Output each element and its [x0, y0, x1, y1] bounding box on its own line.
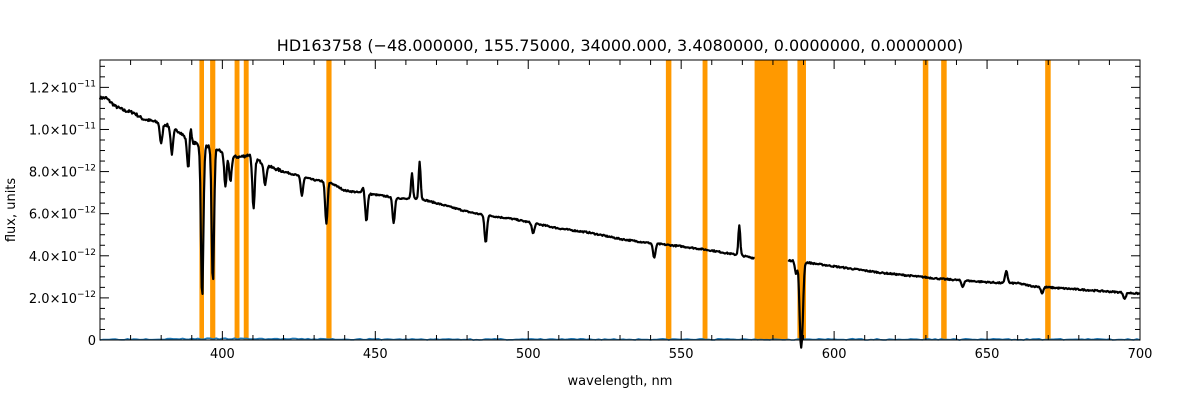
mask-band-5 [665, 60, 672, 340]
y-tick-label: 1.2×10−11 [29, 79, 96, 96]
y-tick-label: 0 [88, 334, 96, 349]
mask-band-8 [797, 60, 806, 340]
y-tick-label: 6.0×10−12 [29, 206, 96, 223]
y-tick-label: 2.0×10−12 [29, 290, 96, 307]
y-tick-label: 1.0×10−11 [29, 121, 96, 138]
mask-band-11 [1045, 60, 1051, 340]
y-tick-label: 4.0×10−12 [29, 248, 96, 265]
y-axis-label: flux, units [4, 178, 19, 243]
x-tick-label: 400 [210, 347, 235, 362]
x-tick-label: 550 [669, 347, 694, 362]
x-tick-label: 450 [363, 347, 388, 362]
flux-series-line [98, 95, 1141, 349]
mask-band-0 [199, 60, 204, 340]
x-tick-label: 500 [516, 347, 541, 362]
mask-band-10 [941, 60, 947, 340]
plot-frame [99, 59, 1141, 341]
x-tick-label: 650 [975, 347, 1000, 362]
masked-wavelength-bands [199, 60, 1051, 340]
y-tick-label: 8.0×10−12 [29, 164, 96, 181]
mask-band-6 [702, 60, 708, 340]
axis-ticks: 400 450 500 550 600 650 700 0 2.0×10−12 4.0×10−12… [29, 60, 1153, 362]
mask-band-1 [210, 60, 216, 340]
series-group [98, 95, 1141, 349]
mask-band-7 [754, 60, 788, 340]
mask-band-9 [922, 60, 929, 340]
x-tick-label: 600 [822, 347, 847, 362]
mask-band-2 [234, 60, 240, 340]
x-tick-label: 700 [1128, 347, 1153, 362]
mask-band-3 [243, 60, 249, 340]
x-axis-label: wavelength, nm [568, 374, 673, 389]
chart-title: HD163758 (−48.000000, 155.75000, 34000.0… [277, 36, 963, 55]
